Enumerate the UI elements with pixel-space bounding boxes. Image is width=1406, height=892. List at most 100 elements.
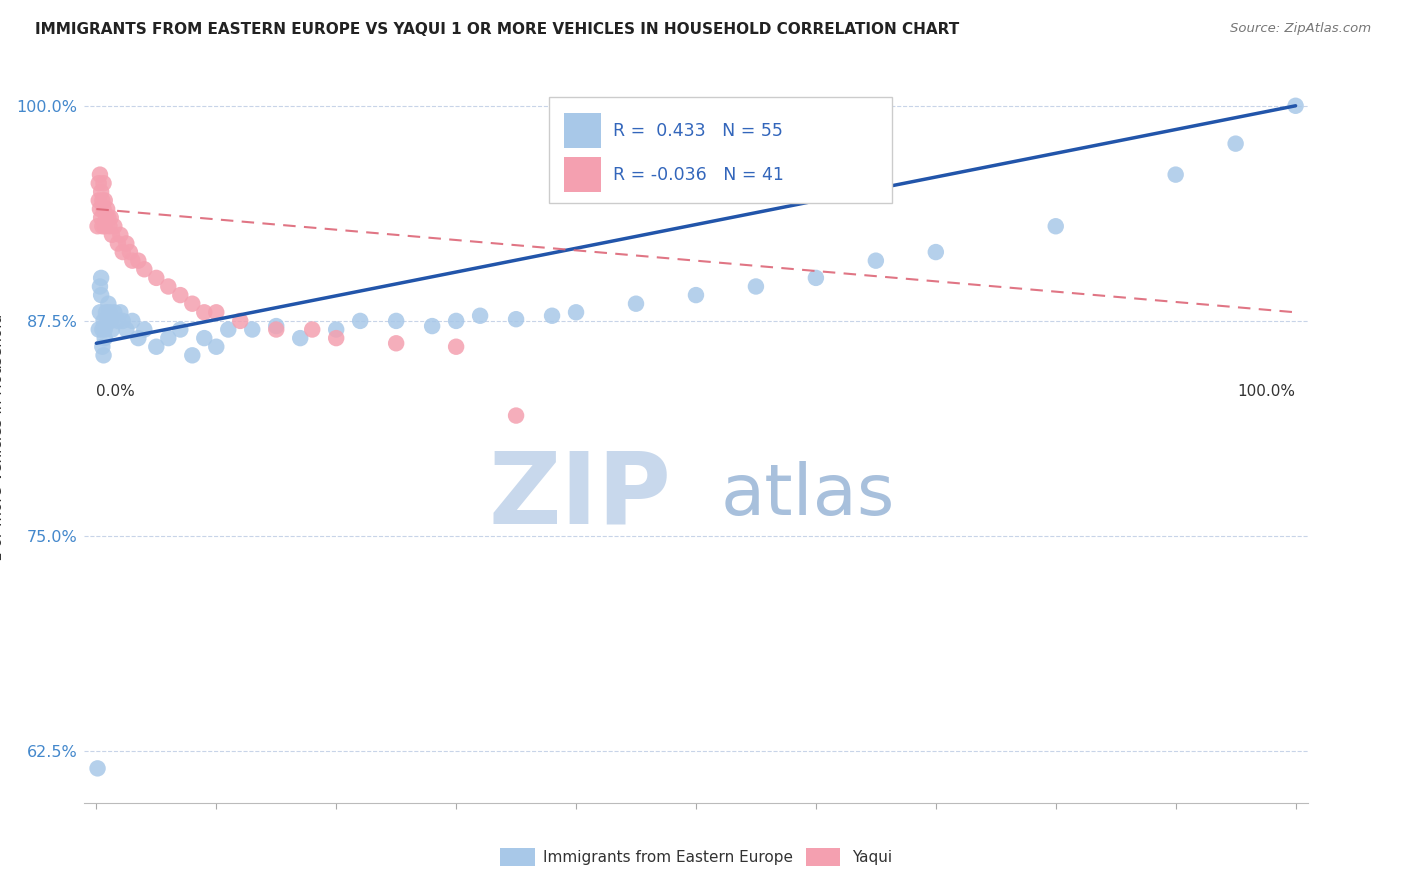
Point xyxy=(1045,219,1067,234)
Point xyxy=(169,288,191,302)
Point xyxy=(325,322,347,336)
Point xyxy=(468,309,491,323)
Point xyxy=(86,761,108,775)
Point xyxy=(264,322,287,336)
Point xyxy=(181,296,204,310)
Point xyxy=(90,185,112,199)
Point xyxy=(205,305,228,319)
Point xyxy=(217,322,239,336)
Point xyxy=(110,227,132,242)
Point xyxy=(745,279,768,293)
Point xyxy=(301,322,323,336)
Point xyxy=(115,236,138,251)
Point xyxy=(565,305,588,319)
Point xyxy=(93,322,117,336)
Point xyxy=(925,245,948,260)
Point xyxy=(93,202,115,216)
Point xyxy=(624,296,647,310)
Point xyxy=(505,312,527,326)
Point xyxy=(101,322,124,336)
Text: 0.0%: 0.0% xyxy=(97,384,135,399)
Point xyxy=(97,211,120,225)
Point xyxy=(444,314,467,328)
Point xyxy=(157,331,180,345)
Point xyxy=(91,194,114,208)
Text: IMMIGRANTS FROM EASTERN EUROPE VS YAQUI 1 OR MORE VEHICLES IN HOUSEHOLD CORRELAT: IMMIGRANTS FROM EASTERN EUROPE VS YAQUI … xyxy=(35,22,959,37)
Point xyxy=(229,314,252,328)
Point xyxy=(115,322,138,336)
Point xyxy=(111,245,134,260)
Point xyxy=(90,271,112,285)
Bar xyxy=(564,157,600,192)
Bar xyxy=(501,848,534,866)
Bar xyxy=(564,113,600,148)
Text: 100.0%: 100.0% xyxy=(1237,384,1295,399)
Point xyxy=(121,253,143,268)
Point xyxy=(94,211,117,225)
Point xyxy=(87,322,110,336)
Point xyxy=(865,253,887,268)
Point xyxy=(87,194,110,208)
Bar xyxy=(806,848,841,866)
Point xyxy=(93,331,117,345)
Point xyxy=(685,288,707,302)
Point xyxy=(101,227,124,242)
Point xyxy=(420,319,443,334)
Point xyxy=(103,305,125,319)
Point xyxy=(90,288,112,302)
Text: Source: ZipAtlas.com: Source: ZipAtlas.com xyxy=(1230,22,1371,36)
Point xyxy=(325,331,347,345)
Point xyxy=(1225,136,1247,151)
Point xyxy=(94,305,117,319)
Point xyxy=(111,314,134,328)
Point xyxy=(349,314,371,328)
Point xyxy=(505,409,527,423)
Point xyxy=(134,322,156,336)
Point xyxy=(107,236,129,251)
Text: R = -0.036   N = 41: R = -0.036 N = 41 xyxy=(613,166,783,185)
Point xyxy=(1164,168,1187,182)
Text: atlas: atlas xyxy=(720,461,894,530)
Point xyxy=(145,271,167,285)
Point xyxy=(100,211,122,225)
Point xyxy=(169,322,191,336)
Point xyxy=(93,219,117,234)
Point xyxy=(193,331,215,345)
Point xyxy=(89,202,111,216)
Point xyxy=(110,305,132,319)
Point xyxy=(134,262,156,277)
Point xyxy=(96,314,118,328)
Point xyxy=(87,176,110,190)
Point xyxy=(93,194,117,208)
Point xyxy=(97,296,120,310)
Text: Immigrants from Eastern Europe: Immigrants from Eastern Europe xyxy=(543,850,793,865)
Text: R =  0.433   N = 55: R = 0.433 N = 55 xyxy=(613,122,783,140)
Point xyxy=(118,245,141,260)
Point xyxy=(181,348,204,362)
Point xyxy=(240,322,263,336)
Point xyxy=(93,348,115,362)
Point xyxy=(264,319,287,334)
Y-axis label: 1 or more Vehicles in Household: 1 or more Vehicles in Household xyxy=(0,313,6,561)
Point xyxy=(127,331,149,345)
Point xyxy=(804,271,827,285)
Text: Yaqui: Yaqui xyxy=(852,850,893,865)
Point xyxy=(444,340,467,354)
Text: ZIP: ZIP xyxy=(489,447,672,544)
Point xyxy=(145,340,167,354)
Point xyxy=(90,211,112,225)
Point xyxy=(93,176,115,190)
Point xyxy=(86,219,108,234)
Point xyxy=(98,219,121,234)
Point xyxy=(103,219,125,234)
Point xyxy=(91,340,114,354)
Point xyxy=(91,219,114,234)
Point xyxy=(385,336,408,351)
Point xyxy=(107,314,129,328)
Point xyxy=(157,279,180,293)
Point xyxy=(91,322,114,336)
Point xyxy=(98,305,121,319)
Point xyxy=(93,314,115,328)
Point xyxy=(89,279,111,293)
Point xyxy=(89,168,111,182)
